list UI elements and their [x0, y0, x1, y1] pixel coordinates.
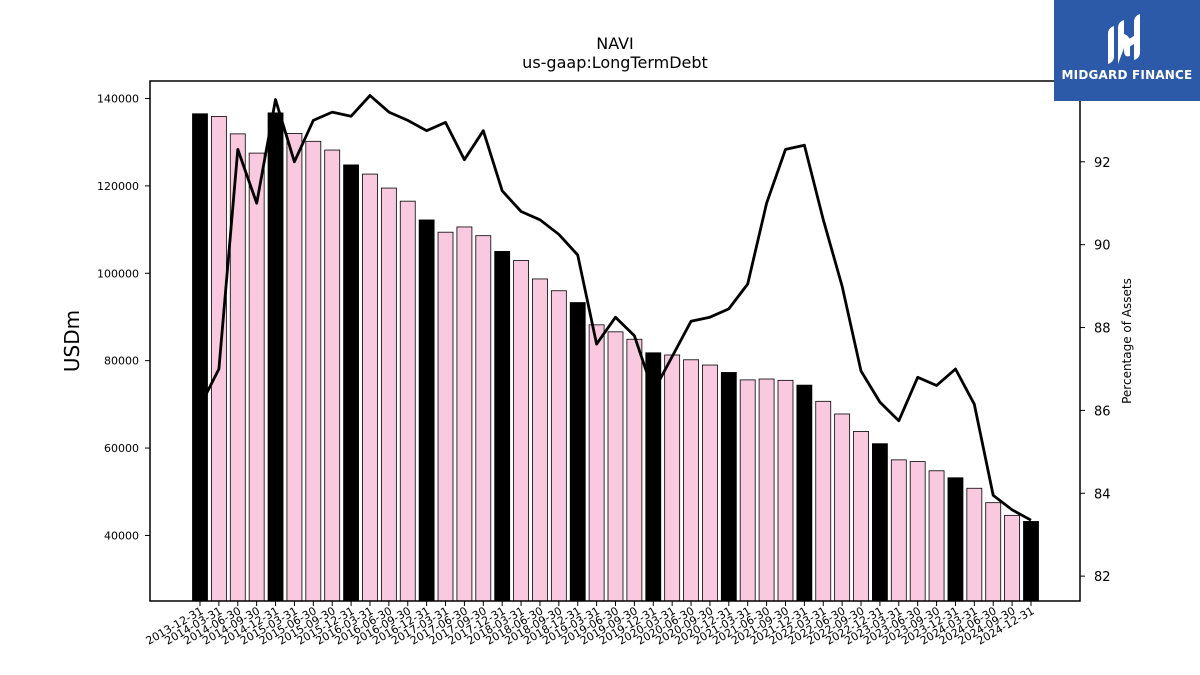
bar-2014-12-31 — [267, 112, 284, 602]
y-tick-label: 140000 — [97, 92, 139, 105]
bar-2018-12-31 — [569, 302, 586, 602]
y2-tick-label: 84 — [1094, 487, 1111, 502]
bar-2020-06-30 — [683, 359, 699, 602]
y2-tick-label: 82 — [1094, 570, 1111, 585]
bar-2015-12-31 — [343, 164, 359, 602]
bar-2014-09-30 — [248, 152, 265, 602]
bar-2019-09-30 — [626, 338, 643, 602]
bars-layer — [192, 112, 1039, 602]
midgard-finance-logo: MIDGARD FINANCE — [1054, 0, 1200, 101]
bar-2016-06-30 — [380, 187, 397, 602]
y2-tick-label: 86 — [1094, 404, 1111, 419]
axes: 2013-12-312014-03-312014-06-302014-09-30… — [97, 92, 1111, 647]
bar-2021-06-30 — [758, 378, 775, 602]
logo-icon — [1108, 14, 1140, 64]
y2-tick-label: 88 — [1094, 322, 1111, 337]
y-tick-label: 60000 — [104, 442, 139, 455]
bar-2017-06-30 — [456, 226, 473, 602]
bar-2015-06-30 — [305, 140, 322, 602]
brand-name: MIDGARD FINANCE — [1061, 68, 1193, 82]
bar-2018-09-30 — [550, 290, 567, 602]
bar-2024-09-30 — [1004, 514, 1021, 602]
bar-2023-09-30 — [928, 470, 945, 602]
bar-2023-03-31 — [890, 459, 907, 602]
bar-2013-12-31 — [192, 113, 208, 602]
chart-subtitle: us-gaap:LongTermDebt — [522, 53, 708, 72]
bar-2017-09-30 — [475, 235, 492, 602]
bar-2021-12-31 — [796, 384, 813, 602]
bar-2022-06-30 — [834, 413, 851, 602]
y-tick-label: 120000 — [97, 180, 139, 193]
bar-2020-12-31 — [720, 372, 737, 602]
bar-2017-03-31 — [437, 231, 454, 602]
bar-2018-06-30 — [532, 278, 548, 602]
bar-2024-03-31 — [966, 487, 983, 602]
bar-2015-03-31 — [286, 133, 303, 602]
y-tick-label: 40000 — [104, 529, 139, 542]
bar-2021-09-30 — [777, 379, 794, 602]
y-axis-label: USDm — [60, 310, 84, 372]
chart-title: NAVI — [596, 34, 634, 53]
bar-2016-09-30 — [399, 200, 416, 602]
bar-2015-09-30 — [324, 149, 341, 602]
y-tick-label: 80000 — [104, 355, 139, 368]
bar-2022-12-31 — [872, 443, 888, 602]
bar-2020-03-31 — [664, 354, 681, 602]
bar-2023-06-30 — [909, 461, 926, 602]
bar-2016-03-31 — [362, 173, 378, 602]
bar-2016-12-31 — [418, 219, 435, 602]
bar-2019-06-30 — [607, 331, 624, 602]
plot-frame — [149, 80, 1081, 602]
percentage-line — [198, 94, 1032, 522]
y2-tick-label: 90 — [1094, 239, 1111, 254]
bar-2019-03-31 — [588, 324, 605, 602]
line-layer — [198, 94, 1032, 522]
bar-2022-03-31 — [815, 400, 832, 602]
y-tick-label: 100000 — [97, 267, 139, 280]
bar-2022-09-30 — [853, 431, 869, 602]
bar-2020-09-30 — [702, 364, 718, 602]
bar-2023-12-31 — [947, 477, 964, 602]
bar-2018-03-31 — [513, 260, 529, 602]
y2-axis-label: Percentage of Assets — [1120, 278, 1134, 404]
y2-tick-label: 92 — [1094, 156, 1111, 171]
bar-2024-12-31 — [1023, 521, 1039, 602]
bar-2021-03-31 — [739, 379, 756, 602]
bar-2024-06-30 — [985, 502, 1002, 602]
bar-2017-12-31 — [494, 251, 511, 602]
